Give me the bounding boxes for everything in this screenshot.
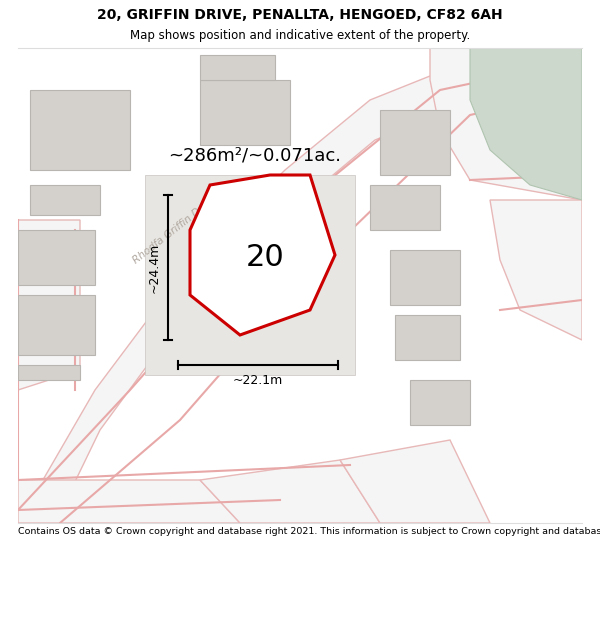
Text: ~24.4m: ~24.4m [148, 242, 161, 292]
Text: 20: 20 [245, 244, 284, 272]
Text: Rhodfa Griffin Drive: Rhodfa Griffin Drive [131, 194, 218, 266]
Polygon shape [18, 295, 95, 355]
Polygon shape [390, 250, 460, 305]
Polygon shape [190, 175, 335, 335]
Polygon shape [30, 185, 100, 215]
Polygon shape [200, 460, 380, 523]
Polygon shape [430, 48, 582, 200]
Polygon shape [18, 365, 80, 380]
Polygon shape [18, 48, 582, 523]
Text: ~22.1m: ~22.1m [233, 374, 283, 388]
Polygon shape [380, 110, 450, 175]
Polygon shape [18, 220, 80, 390]
Polygon shape [340, 440, 490, 523]
Text: Map shows position and indicative extent of the property.: Map shows position and indicative extent… [130, 29, 470, 42]
Polygon shape [30, 90, 130, 170]
Polygon shape [18, 230, 95, 285]
Polygon shape [490, 200, 582, 340]
Polygon shape [370, 185, 440, 230]
Polygon shape [395, 315, 460, 360]
Polygon shape [200, 55, 275, 80]
Polygon shape [200, 80, 290, 145]
Polygon shape [18, 480, 240, 523]
Text: 20, GRIFFIN DRIVE, PENALLTA, HENGOED, CF82 6AH: 20, GRIFFIN DRIVE, PENALLTA, HENGOED, CF… [97, 8, 503, 22]
Text: Contains OS data © Crown copyright and database right 2021. This information is : Contains OS data © Crown copyright and d… [18, 527, 600, 536]
Polygon shape [470, 48, 582, 200]
Polygon shape [410, 380, 470, 425]
Text: ~286m²/~0.071ac.: ~286m²/~0.071ac. [169, 146, 341, 164]
Polygon shape [145, 175, 355, 375]
